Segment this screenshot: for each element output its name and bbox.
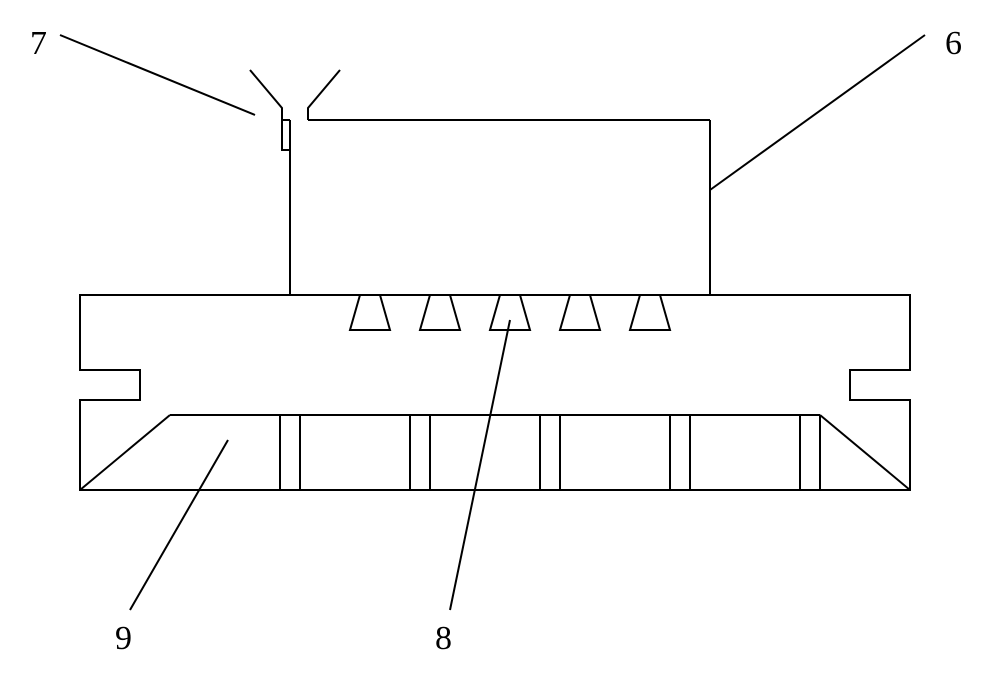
diagram-canvas — [0, 0, 1000, 677]
label-6: 6 — [945, 25, 962, 63]
label-9: 9 — [115, 620, 132, 658]
label-8: 8 — [435, 620, 452, 658]
label-7: 7 — [30, 25, 47, 63]
